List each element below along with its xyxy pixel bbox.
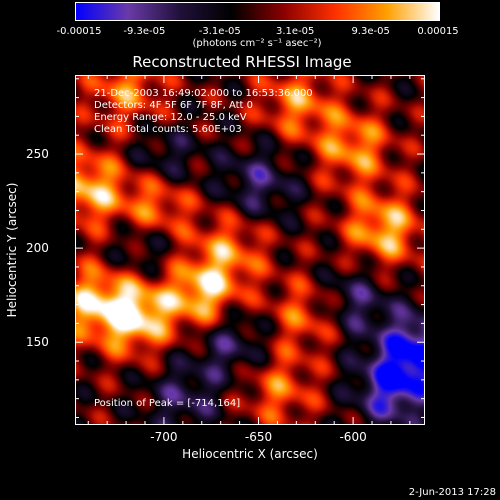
footer-date: 2-Jun-2013 17:28	[408, 487, 496, 498]
colorbar-tick-label: 0.00015	[417, 26, 459, 37]
colorbar-tick-label: 9.3e-05	[351, 26, 390, 37]
plot-frame	[75, 75, 425, 425]
y-tick-label: 250	[26, 147, 49, 162]
x-axis-label: Heliocentric X (arcsec)	[182, 447, 318, 461]
colorbar-units-label: (photons cm⁻² s⁻¹ asec⁻²)	[192, 38, 322, 49]
info-time-range: 21-Dec-2003 16:49:02.000 to 16:53:36.000	[94, 88, 313, 99]
info-clean-counts: Clean Total counts: 5.60E+03	[94, 124, 242, 135]
x-tick-label: -650	[244, 430, 273, 444]
peak-position-label: Position of Peak = [-714,164]	[94, 398, 241, 409]
y-tick-label: 150	[26, 335, 49, 350]
info-detectors: Detectors: 4F 5F 6F 7F 8F, Att 0	[94, 100, 254, 111]
chart-title: Reconstructed RHESSI Image	[132, 53, 352, 71]
colorbar-tick-label: 3.1e-05	[276, 26, 315, 37]
info-energy-range: Energy Range: 12.0 - 25.0 keV	[94, 112, 247, 123]
image-plot-area	[75, 75, 425, 425]
plot-axes	[75, 75, 425, 425]
y-tick-label: 200	[26, 241, 49, 256]
y-axis-label: Heliocentric Y (arcsec)	[5, 182, 19, 318]
colorbar-tick-label: -9.3e-05	[123, 26, 166, 37]
x-tick-label: -700	[150, 430, 178, 444]
heatmap-image	[75, 75, 425, 425]
colorbar-tick-label: -3.1e-05	[198, 26, 241, 37]
x-tick-label: -600	[339, 430, 367, 444]
colorbar	[75, 2, 440, 21]
colorbar-tick-label: -0.00015	[56, 26, 102, 37]
